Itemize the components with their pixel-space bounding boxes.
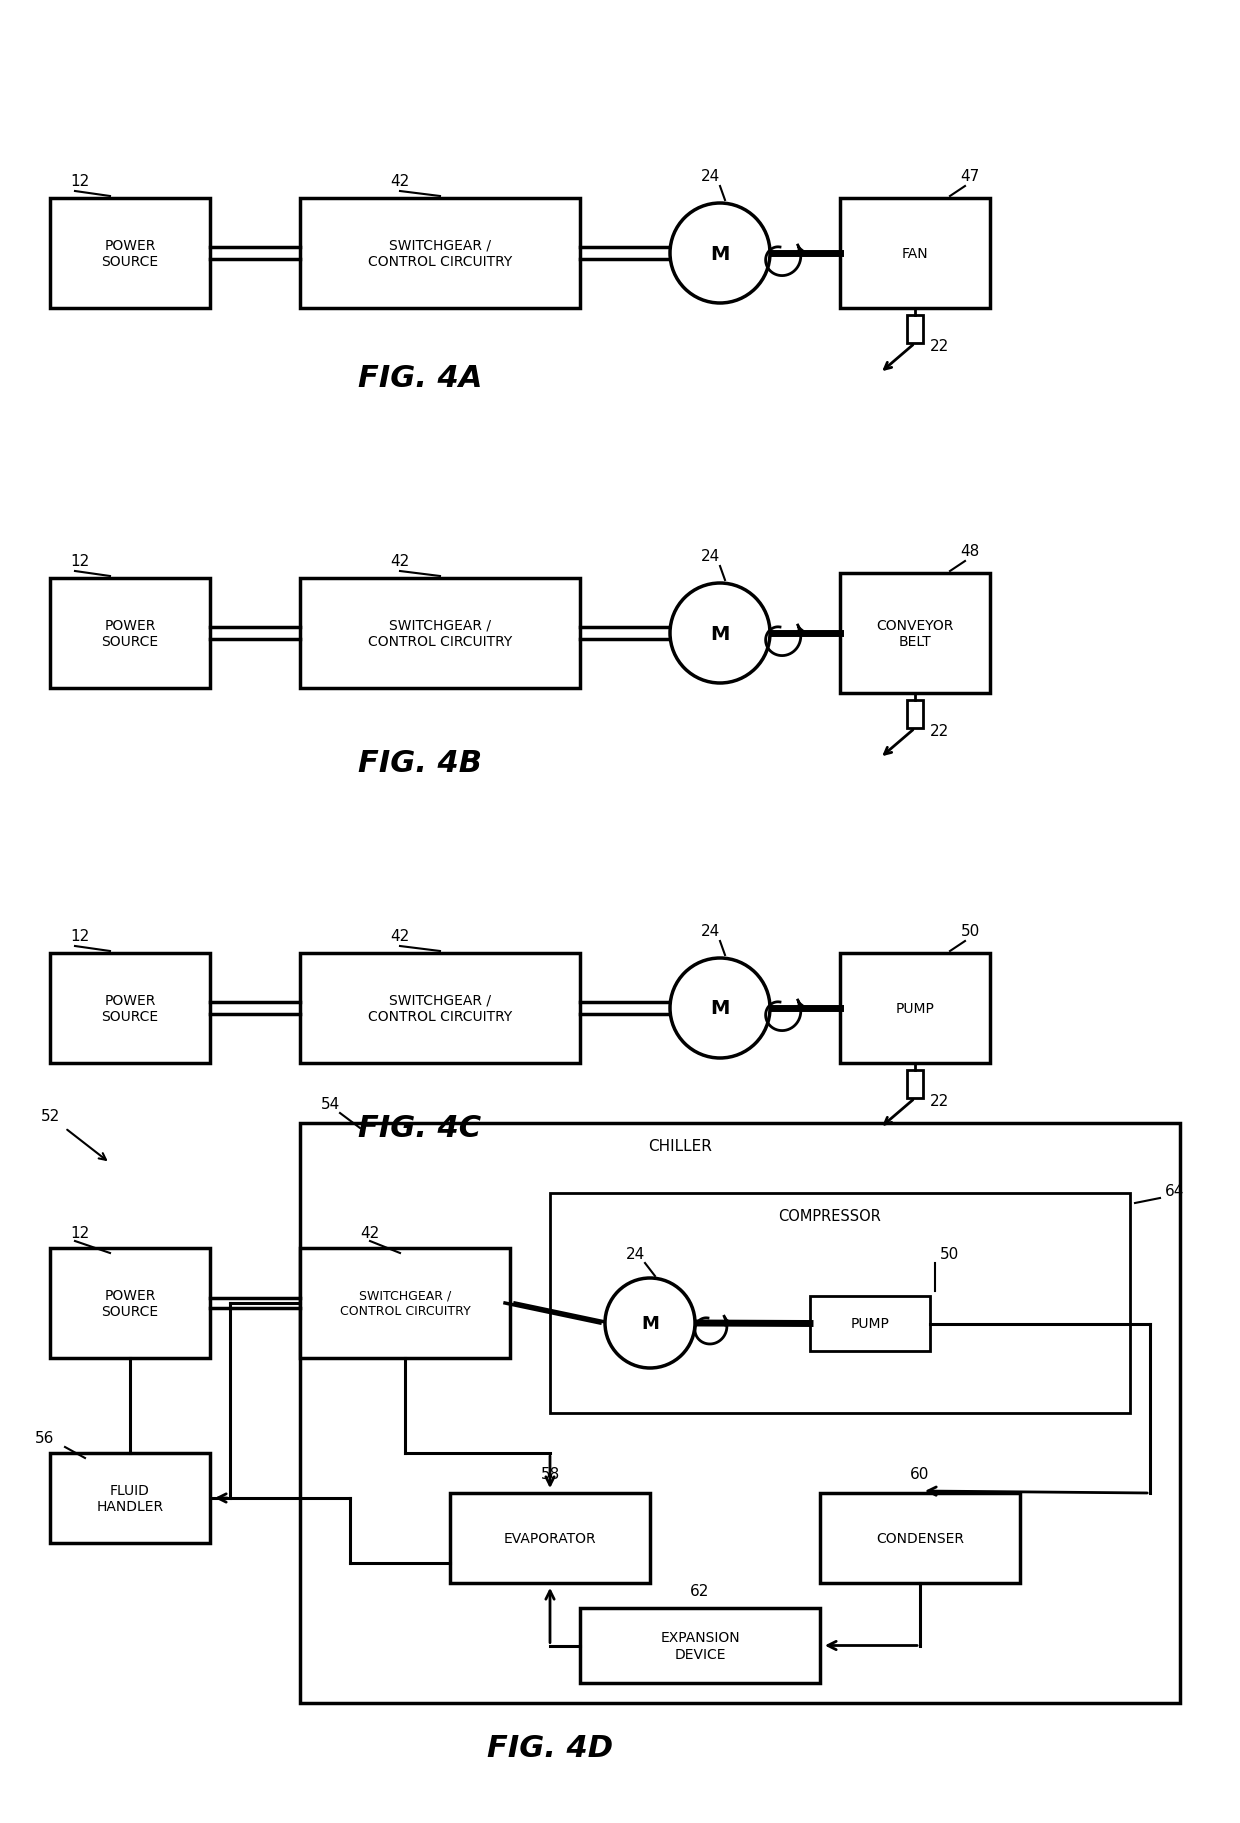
Text: 22: 22: [930, 1094, 950, 1108]
FancyBboxPatch shape: [300, 1249, 510, 1358]
Text: 56: 56: [35, 1431, 55, 1446]
Text: 50: 50: [960, 924, 980, 939]
Text: 22: 22: [930, 339, 950, 354]
Text: POWER
SOURCE: POWER SOURCE: [102, 239, 159, 270]
Text: PUMP: PUMP: [851, 1316, 889, 1331]
Text: 24: 24: [701, 170, 719, 184]
FancyBboxPatch shape: [839, 199, 990, 308]
FancyBboxPatch shape: [300, 199, 580, 308]
Text: FIG. 4C: FIG. 4C: [358, 1114, 481, 1143]
FancyBboxPatch shape: [50, 1453, 210, 1542]
Text: 42: 42: [391, 928, 409, 944]
Text: 60: 60: [910, 1466, 930, 1480]
Text: 24: 24: [701, 924, 719, 939]
Text: 42: 42: [391, 173, 409, 190]
FancyBboxPatch shape: [839, 574, 990, 693]
Text: SWITCHGEAR /
CONTROL CIRCUITRY: SWITCHGEAR / CONTROL CIRCUITRY: [368, 239, 512, 270]
FancyBboxPatch shape: [839, 953, 990, 1063]
FancyBboxPatch shape: [300, 578, 580, 689]
Text: FLUID
HANDLER: FLUID HANDLER: [97, 1484, 164, 1513]
Text: FIG. 4D: FIG. 4D: [487, 1734, 613, 1763]
Text: CONDENSER: CONDENSER: [875, 1531, 963, 1546]
Text: 12: 12: [71, 554, 89, 569]
Text: M: M: [641, 1314, 658, 1333]
FancyBboxPatch shape: [50, 1249, 210, 1358]
Text: FIG. 4A: FIG. 4A: [358, 365, 482, 392]
Text: PUMP: PUMP: [895, 1001, 935, 1015]
Text: 58: 58: [541, 1466, 559, 1480]
Text: M: M: [711, 999, 729, 1017]
FancyBboxPatch shape: [50, 578, 210, 689]
Text: SWITCHGEAR /
CONTROL CIRCUITRY: SWITCHGEAR / CONTROL CIRCUITRY: [368, 618, 512, 649]
Text: 12: 12: [71, 928, 89, 944]
Text: 62: 62: [691, 1582, 709, 1599]
Text: SWITCHGEAR /
CONTROL CIRCUITRY: SWITCHGEAR / CONTROL CIRCUITRY: [368, 994, 512, 1023]
FancyBboxPatch shape: [300, 1123, 1180, 1703]
Circle shape: [670, 959, 770, 1059]
Text: 50: 50: [940, 1247, 960, 1262]
Text: EVAPORATOR: EVAPORATOR: [503, 1531, 596, 1546]
Text: 42: 42: [391, 554, 409, 569]
Text: CONVEYOR
BELT: CONVEYOR BELT: [877, 618, 954, 649]
Circle shape: [670, 583, 770, 684]
FancyBboxPatch shape: [820, 1493, 1021, 1582]
Text: 48: 48: [960, 543, 980, 558]
Text: EXPANSION
DEVICE: EXPANSION DEVICE: [660, 1630, 740, 1661]
FancyBboxPatch shape: [580, 1608, 820, 1683]
Text: 22: 22: [930, 724, 950, 738]
Text: 24: 24: [625, 1247, 645, 1262]
FancyBboxPatch shape: [810, 1296, 930, 1351]
Text: 52: 52: [41, 1108, 60, 1123]
Text: POWER
SOURCE: POWER SOURCE: [102, 1289, 159, 1318]
Text: M: M: [711, 623, 729, 644]
Text: 54: 54: [320, 1096, 340, 1112]
FancyBboxPatch shape: [906, 700, 923, 729]
Circle shape: [605, 1278, 694, 1369]
Text: 12: 12: [71, 1225, 89, 1240]
FancyBboxPatch shape: [551, 1194, 1130, 1413]
Text: 24: 24: [701, 549, 719, 563]
Text: M: M: [711, 244, 729, 263]
FancyBboxPatch shape: [906, 1070, 923, 1099]
FancyBboxPatch shape: [450, 1493, 650, 1582]
Text: 42: 42: [361, 1225, 379, 1240]
Text: 64: 64: [1166, 1183, 1184, 1198]
Text: FIG. 4B: FIG. 4B: [358, 749, 482, 778]
Text: POWER
SOURCE: POWER SOURCE: [102, 994, 159, 1023]
FancyBboxPatch shape: [906, 315, 923, 345]
Text: POWER
SOURCE: POWER SOURCE: [102, 618, 159, 649]
FancyBboxPatch shape: [300, 953, 580, 1063]
FancyBboxPatch shape: [50, 199, 210, 308]
Text: COMPRESSOR: COMPRESSOR: [779, 1209, 882, 1223]
Text: 12: 12: [71, 173, 89, 190]
Text: SWITCHGEAR /
CONTROL CIRCUITRY: SWITCHGEAR / CONTROL CIRCUITRY: [340, 1289, 470, 1318]
Circle shape: [670, 204, 770, 304]
Text: CHILLER: CHILLER: [649, 1138, 712, 1154]
Text: 47: 47: [960, 170, 980, 184]
FancyBboxPatch shape: [50, 953, 210, 1063]
Text: FAN: FAN: [901, 246, 929, 261]
